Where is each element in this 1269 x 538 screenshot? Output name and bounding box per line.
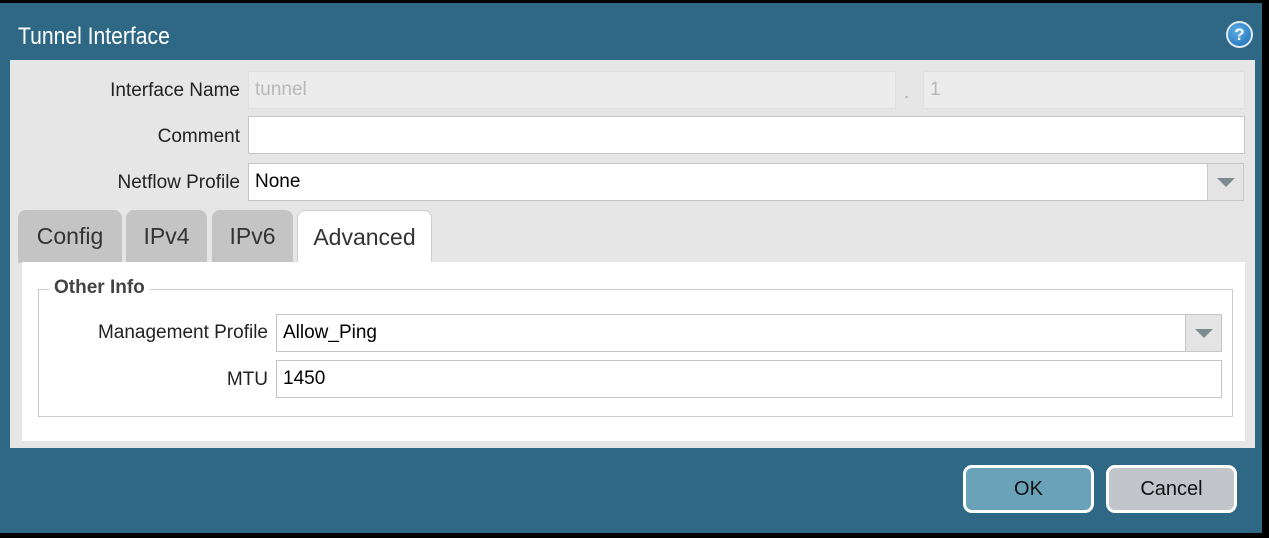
section-title: Other Info bbox=[49, 277, 150, 299]
dialog-content: Interface Name tunnel . 1 Comment Netflo… bbox=[10, 60, 1255, 448]
netflow-profile-label: Netflow Profile bbox=[117, 172, 241, 193]
interface-name-input[interactable]: tunnel bbox=[248, 71, 896, 109]
chevron-down-icon bbox=[1194, 328, 1213, 338]
tab-config[interactable]: Config bbox=[18, 210, 122, 263]
tab-ipv6[interactable]: IPv6 bbox=[212, 210, 293, 263]
interface-number-input[interactable]: 1 bbox=[923, 71, 1245, 109]
cancel-button[interactable]: Cancel bbox=[1106, 465, 1237, 513]
interface-separator: . bbox=[904, 82, 910, 103]
comment-input[interactable] bbox=[248, 116, 1245, 154]
tab-ipv4[interactable]: IPv4 bbox=[126, 210, 207, 263]
mtu-label: MTU bbox=[226, 369, 268, 390]
comment-label: Comment bbox=[157, 126, 240, 147]
other-info-section: Other Info Management Profile Allow_Ping… bbox=[38, 277, 1233, 417]
dialog-title: Tunnel Interface bbox=[18, 23, 170, 50]
ok-button[interactable]: OK bbox=[963, 465, 1094, 513]
chevron-down-icon bbox=[1216, 177, 1235, 187]
management-profile-label: Management Profile bbox=[97, 322, 268, 343]
tunnel-interface-dialog: Tunnel Interface ? Interface Name tunnel… bbox=[0, 3, 1262, 533]
netflow-dropdown-button[interactable] bbox=[1207, 163, 1244, 201]
netflow-profile-select[interactable]: None bbox=[248, 163, 1208, 201]
help-icon[interactable]: ? bbox=[1226, 21, 1253, 48]
advanced-tab-panel: Other Info Management Profile Allow_Ping… bbox=[22, 262, 1245, 441]
management-profile-dropdown-button[interactable] bbox=[1185, 314, 1222, 352]
management-profile-select[interactable]: Allow_Ping bbox=[276, 314, 1186, 352]
interface-name-label: Interface Name bbox=[110, 80, 240, 101]
tab-advanced[interactable]: Advanced bbox=[297, 210, 432, 264]
mtu-input[interactable]: 1450 bbox=[276, 360, 1222, 398]
